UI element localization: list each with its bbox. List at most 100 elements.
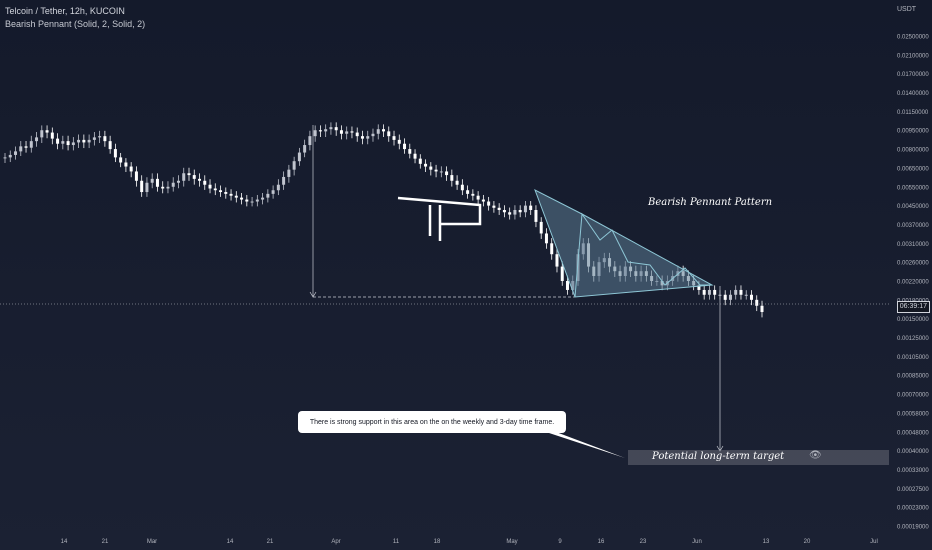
candle-body (219, 190, 223, 193)
candle-body (192, 175, 196, 179)
y-tick-label: 0.00023000 (897, 506, 929, 512)
candle-body (35, 137, 39, 142)
x-tick-label: Jun (692, 539, 702, 545)
candle-body (292, 161, 296, 170)
candle-body (439, 171, 443, 173)
candle-body (134, 171, 138, 181)
x-tick-label: 21 (102, 539, 109, 545)
candle-body (713, 289, 717, 295)
candle-body (403, 143, 407, 150)
candle-body (324, 129, 328, 132)
candle-body (150, 178, 154, 183)
candle-body (539, 221, 543, 234)
candle-body (276, 184, 280, 191)
candle-body (424, 163, 428, 167)
y-tick-label: 0.00370000 (897, 223, 929, 229)
candle-body (203, 180, 207, 185)
y-tick-label: 0.02500000 (897, 35, 929, 41)
candle-body (508, 212, 512, 215)
candle-body (466, 190, 470, 194)
candle-body (392, 136, 396, 140)
candle-body (161, 186, 165, 189)
candle-body (308, 136, 312, 146)
y-tick-label: 0.01700000 (897, 72, 929, 78)
candle-body (271, 190, 275, 194)
candle-body (318, 130, 322, 132)
x-tick-label: Apr (331, 539, 340, 545)
y-tick-label: 0.00125000 (897, 336, 929, 342)
candle-body (360, 136, 364, 139)
symbol-title[interactable]: Telcoin / Tether, 12h, KUCOIN (5, 6, 125, 16)
candle-body (523, 205, 527, 213)
x-tick-label: 23 (640, 539, 647, 545)
candle-body (371, 133, 375, 137)
candle-body (182, 173, 186, 181)
candle-body (92, 137, 96, 140)
candle-body (739, 289, 743, 295)
candle-body (529, 205, 533, 210)
x-tick-label: 11 (393, 539, 400, 545)
x-tick-label: May (506, 539, 517, 545)
candle-body (366, 136, 370, 139)
candle-body (297, 152, 301, 162)
y-tick-label: 0.00070000 (897, 393, 929, 399)
candle-body (555, 254, 559, 267)
candle-body (255, 199, 259, 202)
y-tick-label: 0.00260000 (897, 261, 929, 267)
y-tick-label: 0.00150000 (897, 317, 929, 323)
candle-body (544, 233, 548, 244)
callout-pointer (546, 432, 625, 458)
candle-body (234, 195, 238, 198)
candle-body (755, 299, 759, 306)
candle-body (760, 305, 764, 313)
y-tick-label: 0.00650000 (897, 166, 929, 172)
candle-body (376, 129, 380, 134)
y-tick-label: 0.00040000 (897, 449, 929, 455)
candle-body (98, 136, 102, 138)
candle-body (339, 130, 343, 134)
eye-icon[interactable]: 👁 (809, 450, 822, 461)
candle-body (261, 197, 265, 200)
candle-body (418, 158, 422, 164)
y-tick-label: 0.00085000 (897, 374, 929, 380)
candle-body (8, 154, 12, 158)
indicator-legend[interactable]: Bearish Pennant (Solid, 2, Solid, 2) (5, 19, 146, 29)
candle-body (187, 173, 191, 176)
candle-body (282, 176, 286, 185)
y-tick-label: 0.00800000 (897, 148, 929, 154)
candle-body (208, 184, 212, 189)
candle-body (565, 281, 569, 290)
x-tick-label: 14 (227, 539, 234, 545)
x-tick-label: Mar (147, 539, 157, 545)
y-tick-label: 0.00310000 (897, 242, 929, 248)
candle-body (66, 141, 70, 146)
candle-body (77, 139, 81, 143)
candle-body (313, 130, 317, 137)
candle-body (502, 209, 506, 213)
y-tick-label: 0.00550000 (897, 185, 929, 191)
y-tick-label: 0.00019000 (897, 525, 929, 531)
candle-body (176, 180, 180, 183)
x-tick-label: Jul (870, 539, 878, 545)
candle-body (45, 130, 49, 133)
x-tick-label: 13 (763, 539, 770, 545)
candle-body (303, 145, 307, 153)
watermark-logo (397, 196, 482, 241)
candle-body (560, 266, 564, 281)
candle-body (728, 294, 732, 300)
candle-body (119, 157, 123, 163)
x-tick-label: 14 (61, 539, 68, 545)
candle-body (108, 141, 112, 150)
candle-body (129, 166, 133, 172)
candle-body (71, 142, 75, 146)
x-tick-label: 18 (434, 539, 441, 545)
candle-body (14, 151, 18, 155)
candle-body (697, 285, 701, 290)
candle-body (471, 193, 475, 196)
candle-body (734, 289, 738, 295)
y-tick-label: 0.00058000 (897, 411, 929, 417)
candle-body (113, 149, 117, 158)
candle-body (29, 141, 33, 148)
candle-body (387, 131, 391, 137)
